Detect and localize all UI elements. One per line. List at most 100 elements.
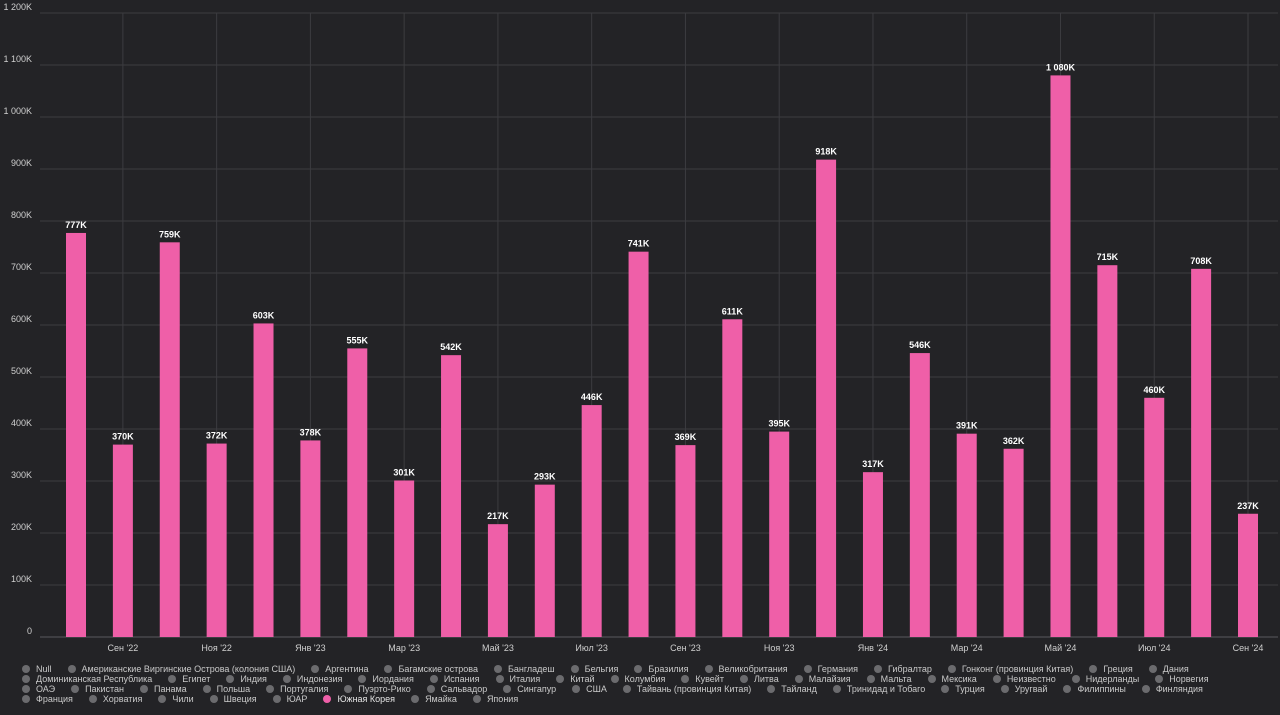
bar[interactable] <box>956 433 977 637</box>
legend-item[interactable]: Бельгия <box>570 664 618 674</box>
legend-item[interactable]: Италия <box>495 674 541 684</box>
x-tick-label: Ноя '23 <box>764 643 795 653</box>
legend-item[interactable]: Швеция <box>209 694 257 704</box>
legend-label: ОАЭ <box>36 684 56 694</box>
legend-item[interactable]: Кувейт <box>681 674 724 684</box>
legend-item[interactable]: Норвегия <box>1155 674 1209 684</box>
legend-item[interactable]: Индонезия <box>282 674 342 684</box>
legend-dot-icon <box>426 685 435 693</box>
legend-label: Италия <box>509 674 541 684</box>
bar[interactable] <box>441 355 462 637</box>
legend-item[interactable]: Китай <box>556 674 595 684</box>
legend-item[interactable]: Иордания <box>358 674 414 684</box>
legend-label: США <box>586 684 607 694</box>
legend-label: Гонконг (провинция Китая) <box>961 664 1074 674</box>
legend-item[interactable]: Франция <box>22 694 73 704</box>
legend-item[interactable]: Неизвестно <box>992 674 1056 684</box>
legend-item[interactable]: ОАЭ <box>22 684 55 694</box>
bar[interactable] <box>1003 448 1024 637</box>
bar[interactable] <box>909 353 930 637</box>
bar[interactable] <box>534 484 555 637</box>
legend-label: Уругвай <box>1014 684 1048 694</box>
legend-item[interactable]: Мальта <box>866 674 912 684</box>
bar[interactable] <box>1050 75 1071 637</box>
legend-item[interactable]: Мексика <box>927 674 977 684</box>
legend-dot-icon <box>209 695 218 703</box>
legend-item[interactable]: Германия <box>803 664 859 674</box>
legend-item[interactable]: США <box>572 684 607 694</box>
bar[interactable] <box>159 242 180 637</box>
legend-item[interactable]: Сингапур <box>503 684 556 694</box>
legend-label: Бразилия <box>648 664 689 674</box>
legend-item[interactable]: Турция <box>941 684 985 694</box>
legend-item[interactable]: Гонконг (провинция Китая) <box>947 664 1074 674</box>
legend-item[interactable]: Великобритания <box>704 664 788 674</box>
legend-item[interactable]: Доминиканская Республика <box>22 674 152 684</box>
legend-item[interactable]: Гибралтар <box>874 664 932 674</box>
legend-item[interactable]: Уругвай <box>1000 684 1048 694</box>
legend-item[interactable]: Бразилия <box>634 664 689 674</box>
legend-item[interactable]: Хорватия <box>88 694 142 704</box>
bar[interactable] <box>862 472 883 637</box>
bar[interactable] <box>816 159 837 637</box>
legend-item[interactable]: Греция <box>1089 664 1133 674</box>
legend-item[interactable]: Пакистан <box>71 684 124 694</box>
legend-item[interactable]: ЮАР <box>272 694 307 704</box>
legend-item[interactable]: Панама <box>140 684 187 694</box>
x-tick-label: Июл '24 <box>1138 643 1171 653</box>
legend-item[interactable]: Тайвань (провинция Китая) <box>622 684 751 694</box>
data-label: 446K <box>581 392 603 402</box>
legend-item[interactable]: Тринидад и Тобаго <box>832 684 925 694</box>
legend-item[interactable]: Аргентина <box>311 664 368 674</box>
legend-item[interactable]: Дания <box>1148 664 1189 674</box>
legend-item[interactable]: Испания <box>429 674 480 684</box>
legend-item[interactable]: Американские Виргинские Острова (колония… <box>67 664 295 674</box>
legend-item[interactable]: Сальвадор <box>426 684 487 694</box>
x-tick-label: Янв '23 <box>295 643 325 653</box>
legend-item[interactable]: Малайзия <box>794 674 851 684</box>
bar[interactable] <box>1144 397 1165 637</box>
legend-item[interactable]: Бангладеш <box>493 664 555 674</box>
bar[interactable] <box>112 444 133 637</box>
bar[interactable] <box>1238 513 1258 637</box>
bar[interactable] <box>394 480 415 637</box>
legend-item[interactable]: Тайланд <box>767 684 817 694</box>
legend-label: Германия <box>817 664 859 674</box>
legend-item[interactable]: Филиппины <box>1063 684 1126 694</box>
bar[interactable] <box>347 348 368 637</box>
legend-label: Португалия <box>280 684 329 694</box>
legend-dot-icon <box>168 675 177 683</box>
bar[interactable] <box>300 440 321 637</box>
legend-item[interactable]: Null <box>22 664 52 674</box>
legend-item[interactable]: Южная Корея <box>323 694 395 704</box>
bar[interactable] <box>66 232 86 637</box>
bar[interactable] <box>581 405 602 637</box>
data-label: 301K <box>393 467 415 477</box>
legend-item[interactable]: Португалия <box>266 684 328 694</box>
legend-dot-icon <box>803 665 812 673</box>
legend-dot-icon <box>493 665 502 673</box>
bar[interactable] <box>206 443 227 637</box>
legend-item[interactable]: Финляндия <box>1141 684 1203 694</box>
bar[interactable] <box>487 524 508 637</box>
bar[interactable] <box>1191 268 1212 637</box>
bar[interactable] <box>1097 265 1118 637</box>
legend-item[interactable]: Багамские острова <box>384 664 478 674</box>
legend-item[interactable]: Ямайка <box>411 694 457 704</box>
legend-item[interactable]: Индия <box>226 674 267 684</box>
legend-label: Филиппины <box>1077 684 1126 694</box>
bar[interactable] <box>675 445 696 637</box>
legend-item[interactable]: Польша <box>202 684 250 694</box>
legend-item[interactable]: Пуэрто-Рико <box>344 684 411 694</box>
bar[interactable] <box>253 323 274 637</box>
bar[interactable] <box>628 251 649 637</box>
legend-item[interactable]: Литва <box>739 674 779 684</box>
legend-label: Колумбия <box>624 674 666 684</box>
legend-item[interactable]: Япония <box>472 694 518 704</box>
legend-item[interactable]: Чили <box>158 694 194 704</box>
bar[interactable] <box>722 319 743 637</box>
legend-item[interactable]: Колумбия <box>610 674 666 684</box>
legend-item[interactable]: Нидерланды <box>1071 674 1139 684</box>
bar[interactable] <box>769 431 790 637</box>
legend-item[interactable]: Египет <box>168 674 210 684</box>
